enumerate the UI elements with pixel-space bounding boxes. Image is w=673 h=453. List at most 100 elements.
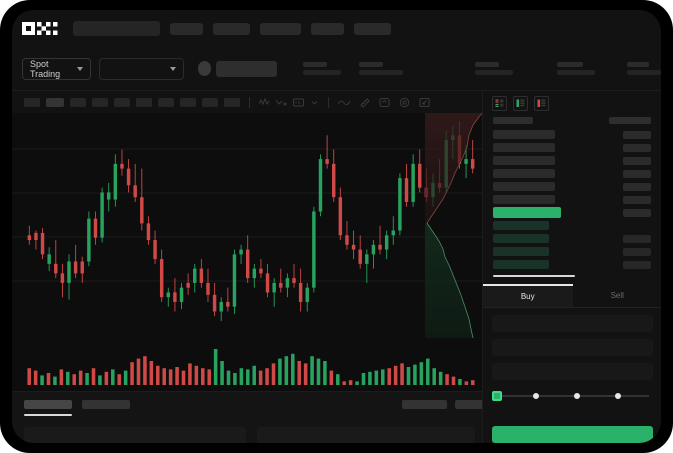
settings-icon[interactable] bbox=[399, 97, 410, 108]
volume-bar bbox=[207, 369, 211, 385]
volume-bar bbox=[143, 356, 147, 385]
orderbook-ask-row-1[interactable] bbox=[493, 141, 651, 154]
timeframe-7[interactable] bbox=[180, 97, 196, 107]
orderbook-both-icon[interactable] bbox=[492, 96, 507, 111]
orderbook-qty bbox=[493, 169, 555, 178]
volume-bar bbox=[271, 363, 276, 385]
candle-body bbox=[252, 268, 257, 279]
timeframe-1[interactable] bbox=[46, 97, 64, 107]
bottom-action-1[interactable] bbox=[455, 400, 495, 409]
orderbook-price bbox=[623, 247, 651, 256]
orderbook-bid-row-1[interactable] bbox=[493, 232, 651, 245]
orderbook-bid-row-3[interactable] bbox=[493, 258, 651, 271]
orderbook-rows[interactable] bbox=[483, 124, 661, 271]
orderbook-ask-row-0[interactable] bbox=[493, 128, 651, 141]
orderbook-ask-row-3[interactable] bbox=[493, 167, 651, 180]
volume-bar bbox=[323, 361, 327, 385]
candle-body bbox=[27, 235, 32, 241]
volume-bar bbox=[355, 381, 359, 385]
candle-body bbox=[391, 230, 395, 236]
orderbook-mode-row bbox=[483, 91, 661, 111]
bottom-tab-0[interactable] bbox=[24, 400, 72, 409]
orderbook-last-price-row[interactable] bbox=[493, 206, 651, 219]
candle-body bbox=[173, 292, 177, 302]
volume-bar bbox=[278, 358, 282, 385]
orderbook-qty bbox=[493, 234, 549, 243]
candle-body bbox=[159, 259, 164, 298]
orderbook-ask-row-4[interactable] bbox=[493, 180, 651, 193]
slider-track bbox=[496, 395, 649, 397]
okx-logo-icon[interactable] bbox=[22, 22, 60, 35]
orderbook-ask-row-2[interactable] bbox=[493, 154, 651, 167]
volume-bar bbox=[175, 367, 179, 385]
tab-sell[interactable]: Sell bbox=[573, 284, 662, 307]
timeframe-2[interactable] bbox=[70, 97, 86, 107]
bottom-tab-1[interactable] bbox=[82, 400, 130, 409]
volume-bar bbox=[168, 369, 173, 385]
timeframe-5[interactable] bbox=[136, 97, 152, 107]
orderbook-price-header bbox=[609, 117, 651, 124]
nav-item-3[interactable] bbox=[311, 22, 344, 35]
timeframe-3[interactable] bbox=[92, 97, 108, 107]
order-price-input[interactable] bbox=[492, 315, 653, 332]
timeframe-4[interactable] bbox=[114, 97, 130, 107]
market-stat-1 bbox=[359, 62, 403, 75]
candle-body bbox=[100, 192, 104, 238]
candle-body bbox=[166, 292, 170, 298]
volume-bar bbox=[40, 375, 44, 385]
volume-bar bbox=[136, 358, 141, 385]
timeframe-6[interactable] bbox=[158, 97, 174, 107]
nav-item-2[interactable] bbox=[260, 22, 301, 35]
market-type-dropdown[interactable]: Spot Trading bbox=[22, 57, 92, 80]
orderbook-bid-row-0[interactable] bbox=[493, 219, 651, 232]
orderbook-qty bbox=[493, 221, 549, 230]
candle-body bbox=[384, 235, 389, 250]
slider-handle[interactable] bbox=[492, 391, 502, 401]
search-input[interactable] bbox=[73, 21, 160, 36]
fullscreen-icon[interactable] bbox=[419, 97, 430, 108]
indicator-icon[interactable] bbox=[259, 97, 270, 107]
nav-item-4[interactable] bbox=[354, 22, 391, 35]
timeframe-9[interactable] bbox=[224, 97, 240, 107]
orderbook-asks-icon[interactable] bbox=[534, 96, 549, 111]
ruler-icon[interactable] bbox=[359, 97, 370, 108]
slider-stop-50[interactable] bbox=[574, 393, 580, 399]
volume-bar bbox=[336, 374, 340, 385]
timeframe-8[interactable] bbox=[202, 97, 218, 107]
slider-stop-75[interactable] bbox=[615, 393, 621, 399]
line-chart-icon[interactable] bbox=[338, 98, 350, 107]
tab-buy[interactable]: Buy bbox=[483, 284, 573, 307]
volume-bar bbox=[406, 367, 411, 385]
volume-bar bbox=[98, 375, 102, 385]
volume-bar bbox=[33, 370, 38, 385]
bottom-action-0[interactable] bbox=[402, 400, 447, 409]
template-icon[interactable] bbox=[293, 98, 304, 107]
order-amount-input[interactable] bbox=[492, 339, 653, 356]
candlestick-chart-panel[interactable] bbox=[12, 113, 482, 391]
volume-series bbox=[27, 349, 475, 385]
chevron-down-icon bbox=[77, 66, 84, 71]
nav-item-0[interactable] bbox=[170, 22, 203, 35]
pair-select-dropdown[interactable] bbox=[99, 57, 184, 80]
candle-body bbox=[418, 163, 422, 188]
nav-item-1[interactable] bbox=[213, 22, 250, 35]
order-total-input[interactable] bbox=[492, 363, 653, 380]
chevron-down-icon[interactable] bbox=[310, 98, 319, 107]
orderbook-scrollbar[interactable] bbox=[493, 275, 575, 277]
volume-bar bbox=[342, 381, 346, 385]
volume-bar bbox=[46, 373, 51, 385]
compare-icon[interactable] bbox=[276, 98, 287, 107]
orderbook-price bbox=[623, 143, 651, 152]
orderbook-bid-row-2[interactable] bbox=[493, 245, 651, 258]
timeframe-0[interactable] bbox=[24, 97, 40, 107]
orderbook-ask-row-5[interactable] bbox=[493, 193, 651, 206]
submit-order-button[interactable] bbox=[492, 426, 653, 443]
slider-stop-25[interactable] bbox=[533, 393, 539, 399]
orderbook-bids-icon[interactable] bbox=[513, 96, 528, 111]
volume-bar bbox=[246, 369, 250, 385]
bottom-card-1 bbox=[257, 427, 475, 443]
candle-body bbox=[239, 249, 243, 255]
candle-body bbox=[358, 249, 362, 264]
alert-icon[interactable] bbox=[379, 97, 390, 108]
volume-bar bbox=[226, 370, 231, 385]
